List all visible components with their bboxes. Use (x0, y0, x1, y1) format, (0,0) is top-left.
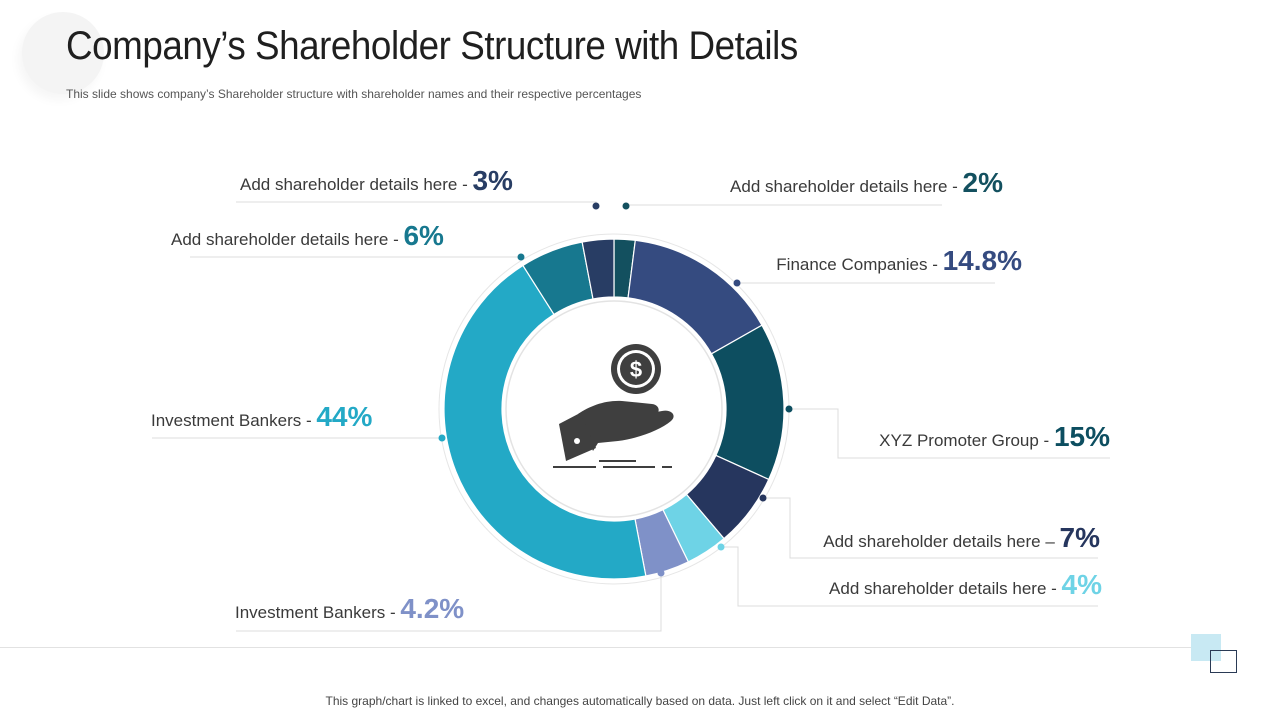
footer-note: This graph/chart is linked to excel, and… (325, 694, 955, 708)
leader-dot (657, 569, 665, 577)
leader-dot (622, 202, 630, 210)
leader-dot (592, 202, 600, 210)
leader-line (763, 497, 1098, 559)
leader-dot (785, 405, 793, 413)
slice-label-name: Investment Bankers - (235, 603, 400, 622)
page-title: Company’s Shareholder Structure with Det… (66, 24, 798, 68)
slice-label-name: Add shareholder details here - (171, 230, 403, 249)
decorative-square-outline (1210, 650, 1237, 673)
slice-value-label: 3% (472, 165, 513, 196)
leader-dot (733, 279, 741, 287)
svg-text:$: $ (630, 357, 642, 382)
hand-holding-dollar-icon: $ (553, 344, 674, 468)
slice-value-label: 44% (316, 401, 372, 432)
leader-dot (759, 494, 767, 502)
slice-label-name: Add shareholder details here – (823, 532, 1059, 551)
leader-line (236, 201, 597, 206)
page-subtitle: This slide shows company’s Shareholder s… (66, 87, 642, 101)
slice-value-label: 6% (403, 220, 444, 251)
slice-label: XYZ Promoter Group - 15% (879, 421, 1110, 452)
slice-value-label: 14.8% (943, 245, 1022, 276)
donut-slice[interactable] (443, 264, 647, 580)
slice-label: Add shareholder details here - 2% (730, 167, 1003, 198)
slice-label-name: Add shareholder details here - (730, 177, 962, 196)
slice-label-name: Finance Companies - (776, 255, 942, 274)
slice-label-name: XYZ Promoter Group - (879, 431, 1054, 450)
slice-label: Investment Bankers - 44% (151, 401, 372, 432)
slice-label: Add shareholder details here - 3% (240, 165, 513, 196)
donut-slice[interactable] (581, 238, 615, 300)
slice-value-label: 2% (963, 167, 1004, 198)
slice-label: Add shareholder details here - 6% (171, 220, 444, 251)
leader-line (789, 408, 1110, 459)
footer-divider (0, 647, 1205, 648)
leader-line (236, 573, 662, 632)
leader-dot (517, 253, 525, 261)
slice-label-name: Investment Bankers - (151, 411, 316, 430)
leader-dot (717, 543, 725, 551)
slice-label: Investment Bankers - 4.2% (235, 593, 464, 624)
slice-value-label: 7% (1060, 522, 1101, 553)
slice-value-label: 4.2% (400, 593, 464, 624)
slice-label: Add shareholder details here – 7% (823, 522, 1100, 553)
slice-label-name: Add shareholder details here - (240, 175, 472, 194)
leader-line (721, 546, 1098, 607)
decorative-square (1191, 634, 1221, 661)
slice-label: Finance Companies - 14.8% (776, 245, 1022, 276)
leader-dot (438, 434, 446, 442)
leader-line (625, 204, 942, 206)
decorative-circle (22, 12, 104, 94)
slice-label: Add shareholder details here - 4% (829, 569, 1102, 600)
slice-value-label: 4% (1062, 569, 1103, 600)
slice-label-name: Add shareholder details here - (829, 579, 1061, 598)
slice-value-label: 15% (1054, 421, 1110, 452)
